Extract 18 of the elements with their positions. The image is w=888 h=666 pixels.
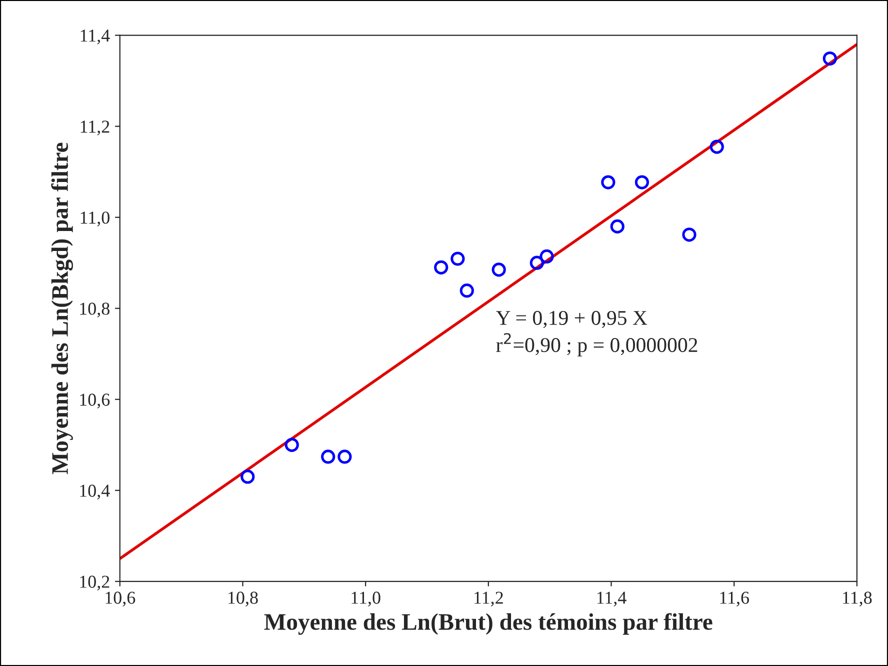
y-axis-title: Moyenne des Ln(Bkgd) par filtre [51, 142, 74, 474]
y-tick-label: 10,8 [80, 302, 110, 318]
x-tick-label: 11,4 [597, 592, 626, 606]
x-axis-title: Moyenne des Ln(Brut) des témoins par filtre [264, 613, 712, 635]
annotation: r$^{2}$=0,90 ; p = 0,0000002 [496, 333, 698, 356]
y-tick-label: 10,6 [80, 394, 110, 408]
x-tick-label: 11,6 [720, 592, 749, 606]
y-tick-label: 11,4 [80, 30, 110, 44]
x-tick-label: 11,8 [843, 592, 872, 606]
annotation: Y = 0,19 + 0,95 X [496, 310, 648, 328]
x-tick-label: 10,8 [228, 592, 258, 606]
x-tick-label: 11,0 [352, 592, 380, 606]
y-tick-label: 10,4 [80, 484, 110, 500]
y-tick-label: 11,2 [80, 120, 110, 136]
y-tick-label: 10,2 [80, 576, 110, 590]
x-tick-label: 10,6 [106, 592, 136, 606]
y-tick-label: 11,0 [80, 212, 110, 226]
x-tick-label: 11,2 [474, 592, 503, 606]
